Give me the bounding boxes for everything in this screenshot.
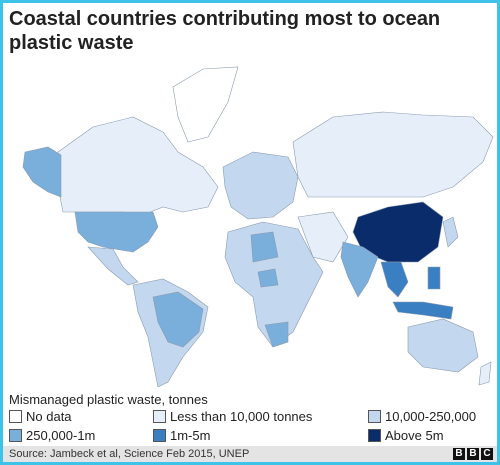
south-africa xyxy=(264,321,289,348)
world-map xyxy=(22,66,494,387)
legend-label: 1m-5m xyxy=(170,428,211,443)
legend-swatch xyxy=(153,410,166,423)
brazil xyxy=(152,291,204,348)
philippines xyxy=(427,266,441,290)
southeast-asia xyxy=(380,261,409,298)
legend-item: 1m-5m xyxy=(153,428,210,443)
footer: Source: Jambeck et al, Science Feb 2015,… xyxy=(3,446,497,462)
legend-item: Above 5m xyxy=(368,428,444,443)
china xyxy=(352,201,444,263)
legend-label: Above 5m xyxy=(385,428,444,443)
new-zealand xyxy=(478,361,492,386)
legend-label: 250,000-1m xyxy=(26,428,96,443)
title: Coastal countries contributing most to o… xyxy=(9,8,441,54)
north-africa xyxy=(250,231,279,263)
legend-swatch xyxy=(9,410,22,423)
indonesia xyxy=(392,301,454,320)
legend-label: 10,000-250,000 xyxy=(385,409,477,424)
usa xyxy=(74,211,159,253)
alaska xyxy=(22,146,62,198)
logo-letter: B xyxy=(453,448,465,460)
legend-swatch xyxy=(368,410,381,423)
japan xyxy=(442,216,459,248)
legend-item: No data xyxy=(9,409,72,424)
source: Source: Jambeck et al, Science Feb 2015,… xyxy=(9,448,250,460)
legend-label: No data xyxy=(26,409,72,424)
legend-item: Less than 10,000 tonnes xyxy=(153,409,312,424)
middle-east xyxy=(297,211,349,263)
nigeria xyxy=(257,268,279,288)
india xyxy=(340,241,379,298)
legend-swatch xyxy=(368,429,381,442)
australia xyxy=(407,318,479,373)
legend-item: 250,000-1m xyxy=(9,428,95,443)
legend-title: Mismanaged plastic waste, tonnes xyxy=(9,392,208,407)
europe xyxy=(222,151,299,220)
greenland xyxy=(172,66,239,143)
russia xyxy=(292,111,494,198)
legend-swatch xyxy=(9,429,22,442)
logo-letter: C xyxy=(481,448,493,460)
legend-swatch xyxy=(153,429,166,442)
mexico xyxy=(87,246,139,286)
legend-label: Less than 10,000 tonnes xyxy=(170,409,313,424)
legend-item: 10,000-250,000 xyxy=(368,409,476,424)
logo-letter: B xyxy=(467,448,479,460)
